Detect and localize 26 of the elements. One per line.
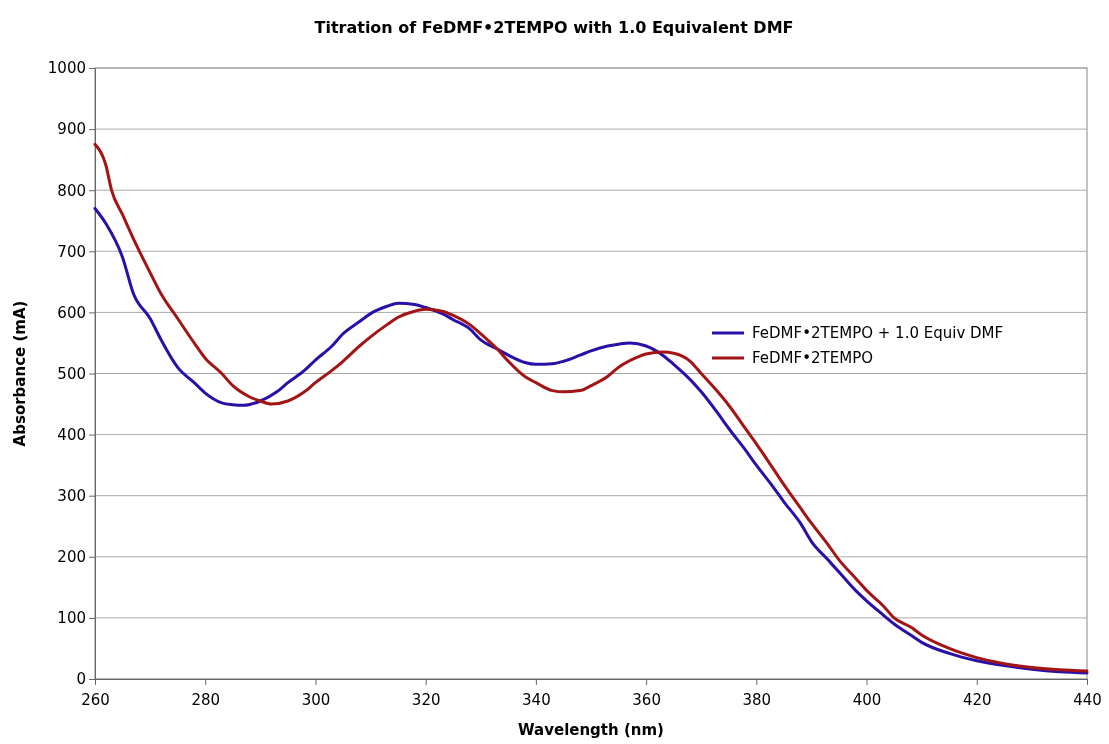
y-tick-label: 0	[76, 670, 86, 689]
x-tick-label: 420	[962, 690, 992, 709]
y-tick-label: 900	[57, 120, 86, 139]
x-tick-label: 380	[742, 690, 772, 709]
x-tick-label: 280	[191, 690, 221, 709]
x-tick-label: 360	[632, 690, 661, 709]
legend-label: FeDMF•2TEMPO	[752, 349, 873, 367]
y-tick-label: 600	[57, 303, 86, 322]
x-tick-label: 440	[1073, 690, 1102, 709]
y-tick-label: 300	[57, 487, 86, 505]
y-tick-label: 100	[57, 609, 86, 628]
y-tick-label: 200	[57, 548, 86, 567]
y-tick-label: 500	[57, 364, 86, 383]
y-tick-label: 800	[57, 181, 86, 200]
y-tick-label: 400	[57, 425, 86, 444]
x-tick-label: 340	[522, 690, 551, 709]
x-tick-label: 300	[301, 690, 331, 709]
legend-label: FeDMF•2TEMPO + 1.0 Equiv DMF	[752, 324, 1004, 342]
x-tick-label: 400	[852, 690, 882, 709]
x-tick-label: 260	[81, 690, 110, 709]
y-tick-label: 700	[57, 242, 86, 261]
chart-title: Titration of FeDMF•2TEMPO with 1.0 Equivalent DMF	[314, 18, 794, 37]
y-axis-title: Absorbance (mA)	[11, 300, 29, 447]
x-tick-label: 320	[411, 690, 441, 709]
x-axis-title: Wavelength (nm)	[518, 721, 664, 739]
y-tick-label: 1000	[47, 59, 86, 78]
